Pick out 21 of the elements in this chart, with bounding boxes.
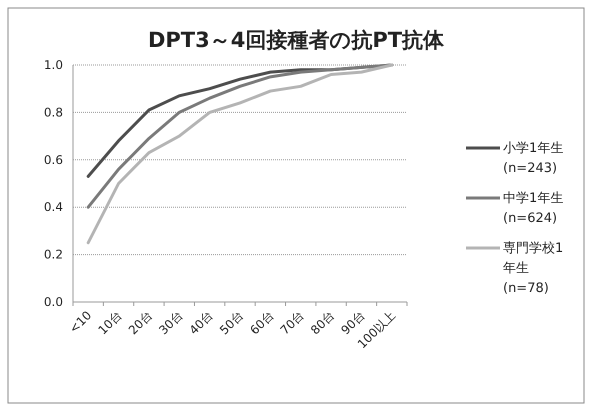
line-series <box>86 64 394 244</box>
x-tick-label: 40台 <box>186 308 216 338</box>
legend-label: 専門学校1年生 (n=78) <box>503 241 564 296</box>
x-tick-label: 50台 <box>216 308 246 338</box>
x-tick-label: 70台 <box>278 308 307 338</box>
x-tick-label: 10台 <box>95 308 125 338</box>
y-tick-label: 0.0 <box>44 295 63 309</box>
x-tick-label: 60台 <box>247 308 276 338</box>
legend-label: 小学1年生 (n=243) <box>503 141 564 176</box>
x-tick-label: 80台 <box>308 308 338 338</box>
y-tick-label: 0.2 <box>44 248 63 262</box>
y-tick-label: 1.0 <box>44 58 63 72</box>
y-tick-label: 0.8 <box>44 105 63 120</box>
x-tick-label: <10 <box>66 308 94 336</box>
x-tick-label: 30台 <box>156 308 186 338</box>
x-tick-label: 20台 <box>126 308 156 338</box>
y-tick-label: 0.6 <box>44 152 63 167</box>
y-tick-label: 0.4 <box>44 200 63 214</box>
legend-label: 中学1年生 (n=624) <box>503 191 564 226</box>
line-series <box>86 64 394 209</box>
chart-title: DPT3～4回接種者の抗PT抗体 <box>148 28 446 52</box>
